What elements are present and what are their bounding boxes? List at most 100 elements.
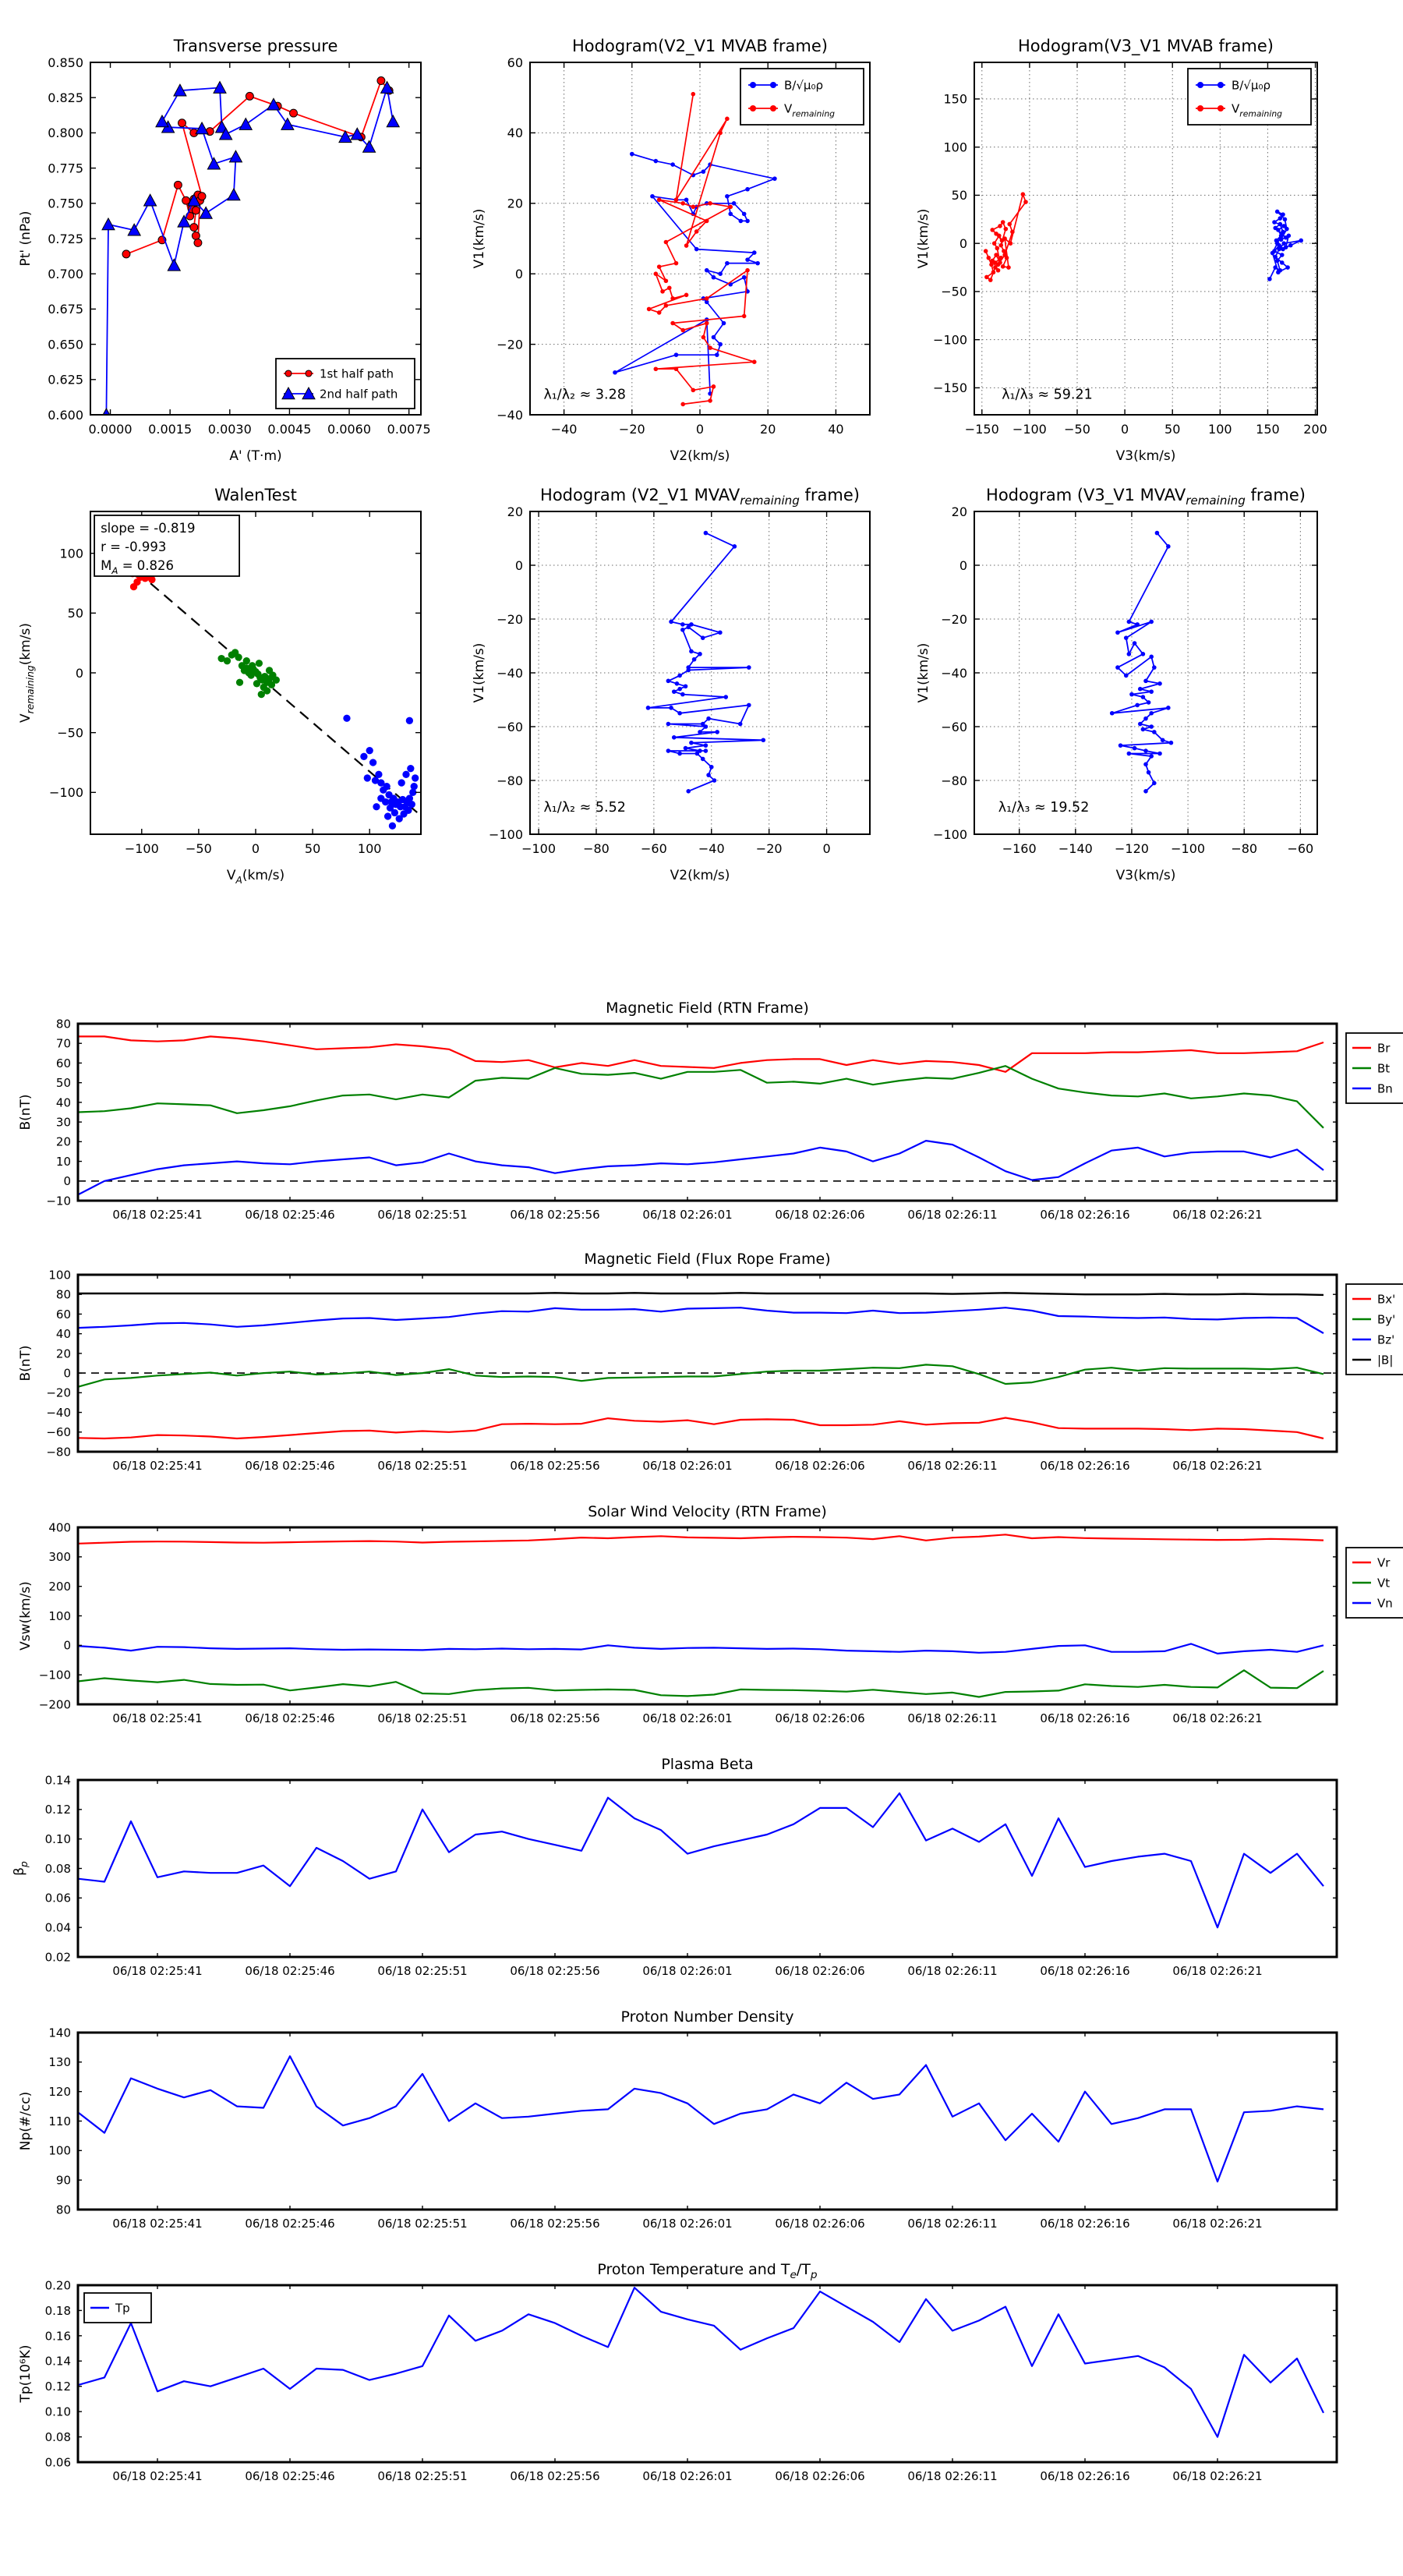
legend-entry-b: B/√μ₀ρ <box>1196 79 1270 93</box>
marker-triangle <box>167 258 182 271</box>
marker-circle <box>715 730 719 734</box>
marker-circle <box>1281 229 1285 235</box>
x-tick-label: 06/18 02:26:21 <box>1172 1208 1262 1222</box>
marker-triangle <box>101 217 115 231</box>
y-tick-label: 0.10 <box>45 1832 71 1846</box>
y-tick-label: 0.600 <box>48 408 83 423</box>
y-tick-label: 20 <box>952 504 967 519</box>
marker-circle <box>217 654 225 663</box>
marker-circle <box>698 730 702 734</box>
marker-circle <box>1010 229 1015 235</box>
series-line <box>1111 533 1172 792</box>
marker-circle <box>375 770 383 778</box>
marker-circle <box>677 673 682 678</box>
x-tick-label: −120 <box>1115 841 1149 856</box>
marker-circle <box>245 91 254 101</box>
y-tick-label: −20 <box>497 612 523 627</box>
series-bx-prime <box>78 1417 1324 1440</box>
panel-proton-temperature: 06/18 02:25:41 06/18 02:25:46 06/18 02:25:… <box>18 2261 1338 2483</box>
y-tick-label: −80 <box>46 1445 71 1459</box>
x-tick-label: −140 <box>1058 841 1093 856</box>
series-2nd-half-path <box>101 80 401 415</box>
x-tick-label: −100 <box>1171 841 1205 856</box>
marker-circle <box>191 231 200 240</box>
y-tick-label: 0 <box>959 558 967 573</box>
marker-circle <box>646 306 652 312</box>
series-np <box>78 2055 1324 2183</box>
marker-circle <box>677 751 682 756</box>
y-tick-label: 150 <box>943 92 967 107</box>
marker-circle <box>725 193 730 199</box>
marker-circle <box>1278 233 1284 239</box>
marker-circle <box>984 274 989 280</box>
y-tick-label: 40 <box>56 1095 71 1109</box>
marker-circle <box>1285 226 1289 232</box>
panel-title: Proton Number Density <box>621 2008 794 2026</box>
x-tick-label: 06/18 02:26:06 <box>775 1208 864 1222</box>
legend-label: |B| <box>1377 1353 1393 1368</box>
panel-solar-wind-velocity: 06/18 02:25:41 06/18 02:25:46 06/18 02:25:… <box>18 1503 1403 1725</box>
marker-circle <box>731 201 737 206</box>
x-tick-label: −160 <box>1002 841 1037 856</box>
axes-frame <box>76 1022 1338 1202</box>
marker-circle <box>1135 702 1140 708</box>
legend-entry-b: B/√μ₀ρ <box>748 79 823 93</box>
y-tick-label: 300 <box>48 1550 71 1564</box>
marker-circle <box>741 274 747 280</box>
marker-circle <box>689 740 694 745</box>
panel-title: Magnetic Field (RTN Frame) <box>606 1000 809 1017</box>
x-tick-label: 06/18 02:25:56 <box>510 1208 599 1222</box>
x-tick-label: 06/18 02:26:11 <box>907 1711 997 1725</box>
y-tick-label: 0.800 <box>48 126 83 140</box>
plot-area-walen-test <box>94 535 419 830</box>
x-tick-label: 06/18 02:25:41 <box>112 2469 202 2483</box>
marker-circle <box>1273 254 1278 260</box>
x-tick-label: 0.0060 <box>327 422 371 437</box>
marker-circle <box>182 196 191 205</box>
x-tick-label: −80 <box>583 841 610 856</box>
marker-circle <box>751 359 757 364</box>
x-tick-label: −50 <box>186 841 212 856</box>
panel-hodogram-v3v1-mvab: −150 −100 −50 0 50 100 150 200 −150 −100 −50 0 50 100… <box>916 37 1327 464</box>
legend-entry-bx: Bx' <box>1352 1293 1395 1307</box>
y-tick-label: 0.625 <box>48 373 83 387</box>
marker-circle <box>122 249 131 259</box>
legend-entry-1st-half-path: 1st half path <box>284 367 394 381</box>
y-tick-label: 0.06 <box>45 1891 71 1905</box>
x-tick-label: 06/18 02:25:51 <box>377 1208 467 1222</box>
marker-circle <box>988 278 993 282</box>
marker-circle <box>666 678 671 684</box>
axes-frame <box>76 1526 1338 1706</box>
marker-circle <box>660 289 665 294</box>
y-tick-label: 0.12 <box>45 1803 71 1817</box>
series-line <box>78 1307 1324 1334</box>
x-tick-label: 06/18 02:26:11 <box>907 1964 997 1978</box>
marker-circle <box>1126 619 1132 625</box>
y-tick-label: 20 <box>507 504 523 519</box>
x-tick-label: −40 <box>551 422 578 437</box>
marker-circle <box>1274 241 1280 246</box>
marker-circle <box>715 352 719 357</box>
x-tick-label: −80 <box>1231 841 1257 856</box>
x-tick-label: 100 <box>358 841 382 856</box>
panel-title: Proton Temperature and Te/Tp <box>597 2261 818 2281</box>
x-tick-label: 06/18 02:26:16 <box>1040 1459 1129 1473</box>
legend-entry-vr: Vr <box>1352 1556 1391 1570</box>
x-tick-label: −20 <box>619 422 645 437</box>
marker-circle <box>769 81 777 89</box>
marker-circle <box>1115 630 1120 635</box>
y-tick-label: 0.10 <box>45 2405 71 2419</box>
axes-frame <box>76 1273 1338 1453</box>
x-tick-label: 06/18 02:25:51 <box>377 2217 467 2231</box>
series-line <box>78 1292 1324 1297</box>
x-tick-label: 06/18 02:25:56 <box>510 2217 599 2231</box>
y-tick-label: 0.14 <box>45 1773 71 1787</box>
marker-circle <box>1143 762 1148 767</box>
marker-circle <box>663 239 669 245</box>
marker-circle <box>993 260 998 265</box>
marker-circle <box>409 788 417 796</box>
y-tick-label: 0 <box>63 1367 71 1381</box>
marker-circle <box>388 822 397 830</box>
marker-triangle <box>127 223 142 236</box>
y-tick-label: 80 <box>56 2203 71 2217</box>
